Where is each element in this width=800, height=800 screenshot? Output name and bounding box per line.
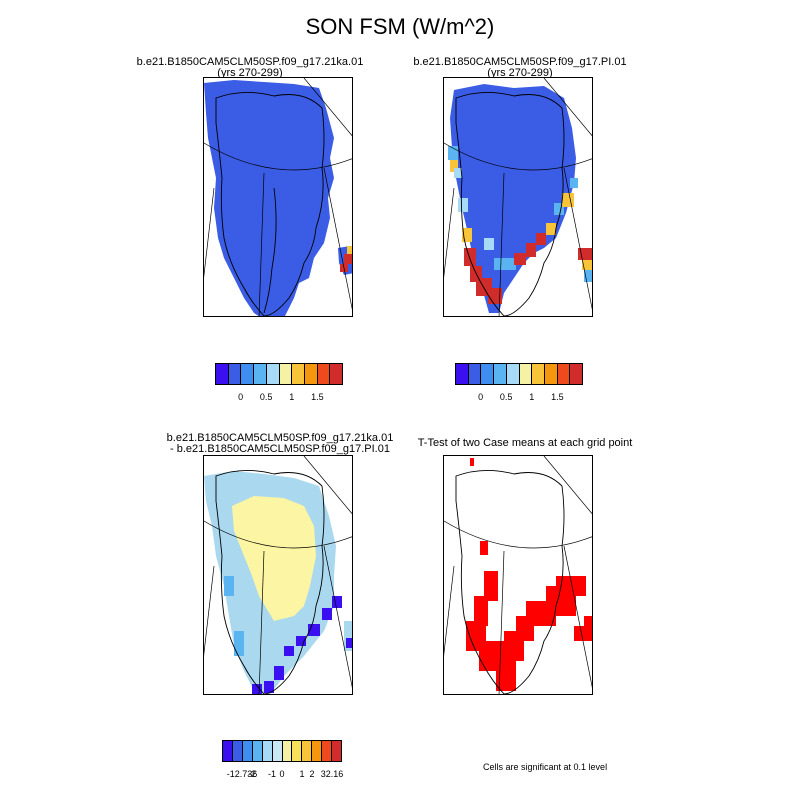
colorbar-swatch: [241, 364, 255, 384]
colorbar-tick-label: 0.5: [259, 392, 273, 402]
map-panel-21ka: [203, 77, 353, 317]
colorbar-swatch: [494, 364, 507, 384]
colorbar-labels-pi: 0 0.5 1 1.5: [455, 392, 583, 404]
colorbar-swatch: [279, 364, 293, 384]
colorbar-tick-label: -1: [267, 769, 277, 779]
significance-note: Cells are significant at 0.1 level: [483, 762, 608, 772]
colorbar-swatch: [302, 741, 313, 761]
panel-title-bottom-left: b.e21.B1850CAM5CLM50SP.f09_g17.21ka.01 -…: [160, 433, 400, 455]
colorbar-swatch: [519, 364, 533, 384]
greenland-map-pi: [444, 78, 592, 316]
greenland-map-ttest: [444, 456, 592, 694]
panel-title-top-right: b.e21.B1850CAM5CLM50SP.f09_g17.PI.01 (yr…: [400, 57, 640, 79]
meridians: [204, 456, 352, 694]
colorbar-swatch: [322, 741, 333, 761]
colorbar-swatch: [532, 364, 545, 384]
ice-field: [450, 84, 576, 313]
colorbar-tick-label: 0: [478, 392, 484, 402]
colorbar-swatch: [242, 741, 253, 761]
colorbar-pi: [455, 363, 583, 385]
panel-title-line1: b.e21.B1850CAM5CLM50SP.f09_g17.PI.01: [413, 56, 627, 68]
panel-title-line1: T-Test of two Case means at each grid po…: [417, 437, 633, 449]
colorbar-tick-label: -2: [247, 769, 257, 779]
panel-title-bottom-right: T-Test of two Case means at each grid po…: [405, 438, 645, 449]
colorbar-swatch: [330, 364, 343, 384]
panel-title-line1: b.e21.B1850CAM5CLM50SP.f09_g17.21ka.01: [166, 432, 394, 444]
colorbar-tick-label: 0: [279, 769, 285, 779]
margin-cells: [448, 146, 592, 304]
coastline: [455, 92, 565, 316]
colorbar-swatch: [254, 364, 267, 384]
panel-title-line2: (yrs 270-299): [217, 67, 283, 79]
colorbar-swatch: [266, 364, 280, 384]
colorbar-swatch: [292, 741, 303, 761]
colorbar-labels-21ka: 0 0.5 1 1.5: [215, 392, 343, 404]
colorbar-swatch: [312, 741, 323, 761]
colorbar-tick-label: 0: [238, 392, 244, 402]
colorbar-swatch: [456, 364, 469, 384]
meridians: [444, 78, 592, 316]
colorbar-swatch: [304, 364, 318, 384]
colorbar-swatch: [317, 364, 331, 384]
colorbar-swatch: [544, 364, 558, 384]
map-panel-pi: [443, 77, 593, 317]
colorbar-swatch: [272, 741, 283, 761]
panel-title-line2: - b.e21.B1850CAM5CLM50SP.f09_g17.PI.01: [170, 443, 390, 455]
figure-title: SON FSM (W/m^2): [305, 14, 495, 39]
coastline: [215, 470, 325, 694]
colorbar-21ka: [215, 363, 343, 385]
greenland-map-21ka: [204, 78, 352, 316]
colorbar-swatch: [468, 364, 482, 384]
colorbar-swatch: [262, 741, 273, 761]
significant-cells: [466, 458, 592, 691]
map-panel-ttest: [443, 455, 593, 695]
meridians: [444, 456, 592, 694]
map-panel-difference: [203, 455, 353, 695]
coastline: [215, 92, 325, 316]
panel-title-line2: (yrs 270-299): [487, 67, 553, 79]
panel-title-line1: b.e21.B1850CAM5CLM50SP.f09_g17.21ka.01: [136, 56, 364, 68]
colorbar-tick-label: -12.736: [226, 769, 258, 779]
colorbar-difference: [222, 740, 342, 762]
panel-title-top-left: b.e21.B1850CAM5CLM50SP.f09_g17.21ka.01 (…: [130, 57, 370, 79]
ice-field: [204, 80, 352, 316]
colorbar-labels-difference: -12.736 -2 -1 0 1 2 32.16: [222, 769, 344, 781]
colorbar-swatch: [292, 364, 305, 384]
colorbar-swatch: [570, 364, 583, 384]
colorbar-swatch: [228, 364, 242, 384]
coastline: [455, 470, 565, 694]
greenland-map-difference: [204, 456, 352, 694]
colorbar-swatch: [223, 741, 233, 761]
colorbar-tick-label: 1.5: [551, 392, 564, 402]
colorbar-tick-label: 1.5: [311, 392, 324, 402]
colorbar-swatch: [252, 741, 263, 761]
colorbar-tick-label: 1: [299, 769, 305, 779]
colorbar-swatch: [557, 364, 571, 384]
colorbar-swatch: [282, 741, 293, 761]
diff-yellow: [232, 496, 316, 621]
colorbar-swatch: [332, 741, 342, 761]
colorbar-swatch: [481, 364, 495, 384]
colorbar-swatch: [506, 364, 520, 384]
colorbar-tick-label: 32.16: [320, 769, 344, 779]
colorbar-tick-label: 1: [289, 392, 295, 402]
diff-dark-blue: [252, 596, 352, 694]
meridians: [204, 78, 352, 316]
colorbar-tick-label: 1: [529, 392, 535, 402]
diff-mid-blue: [224, 576, 244, 656]
colorbar-swatch: [232, 741, 243, 761]
colorbar-tick-label: 2: [309, 769, 315, 779]
colorbar-tick-label: 0.5: [499, 392, 513, 402]
colorbar-swatch: [216, 364, 229, 384]
